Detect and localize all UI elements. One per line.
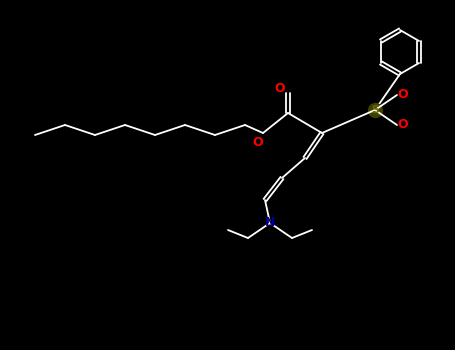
Text: O: O [275,82,285,95]
Text: O: O [398,119,408,132]
Text: S: S [371,105,379,115]
Text: O: O [398,89,408,101]
Text: O: O [253,136,263,149]
Text: N: N [265,217,275,230]
